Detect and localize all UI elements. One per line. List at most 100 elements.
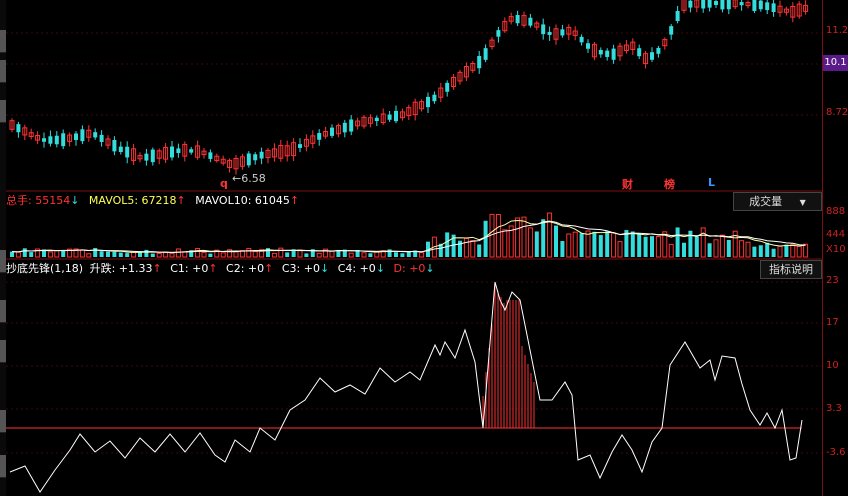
left-tab[interactable] (0, 300, 6, 323)
candle-body-up (508, 16, 514, 22)
candle-body-down (675, 10, 680, 22)
candle-body-up (227, 159, 233, 169)
volume-bar-down (29, 252, 34, 257)
volume-bar-up (547, 212, 553, 258)
volume-bar-up (323, 248, 329, 258)
c2-up-arrow: ↑ (264, 262, 274, 275)
volume-bar-up (220, 252, 226, 258)
candle-body-up (163, 146, 169, 160)
volume-bar-down (458, 240, 462, 257)
volume-bar-up (79, 249, 85, 258)
volume-bar-down (368, 253, 373, 257)
volume-bar-up (86, 253, 92, 258)
event-tag-cai[interactable]: 财 (622, 178, 633, 191)
volume-indicator-dropdown[interactable]: 成交量 ▼ (733, 192, 822, 211)
candle-body-up (790, 5, 796, 18)
volume-bar-down (342, 249, 347, 257)
volume-bar-down (304, 253, 309, 257)
volume-bar-up (47, 251, 53, 258)
c4-down-arrow: ↓ (375, 262, 386, 275)
volume-bar-down (451, 234, 456, 257)
candle-body-down (611, 48, 616, 60)
candle-body-down (477, 55, 482, 69)
candle-body-up (591, 43, 597, 58)
volume-bar-up (668, 243, 674, 258)
event-tag-bang[interactable]: 榜 (664, 178, 675, 191)
volume-bar-down (413, 250, 418, 257)
volume-bar-down (144, 249, 149, 257)
left-tab[interactable] (0, 340, 6, 363)
candle-body-up (406, 107, 412, 117)
candle-body-down (150, 149, 155, 163)
volume-bar-down (675, 227, 680, 257)
left-tab[interactable] (0, 60, 6, 83)
indicator-c2-label: C2: +0 (226, 262, 265, 275)
volume-bar-down (560, 241, 565, 257)
candle-body-down (118, 146, 123, 153)
candle-body-down (208, 152, 213, 159)
candle-body-up (220, 158, 226, 164)
left-tab[interactable] (0, 455, 6, 478)
volume-bar-down (688, 230, 693, 257)
candle-body-down (739, 2, 744, 6)
left-tab[interactable] (0, 250, 6, 273)
volume-bar-down (477, 244, 482, 257)
volume-bar-up (803, 243, 809, 258)
volume-bar-up (732, 230, 738, 258)
left-tab[interactable] (0, 30, 6, 53)
volume-bar-down (426, 241, 430, 257)
left-tab-strip (0, 0, 6, 496)
volume-bar-down (771, 248, 776, 257)
candle-body-up (233, 157, 239, 170)
volume-bar-down (310, 249, 315, 257)
volume-bar-down (682, 242, 686, 257)
volume-bar-down (285, 252, 290, 257)
candle-body-up (534, 22, 540, 28)
volume-bar-down (624, 230, 629, 257)
volume-bar-down (605, 231, 610, 257)
candle-body-up (553, 28, 559, 40)
volume-bar-down (336, 249, 341, 257)
candle-body-up (489, 39, 495, 48)
volume-bar-up (713, 239, 719, 258)
volume-bar-up (131, 251, 137, 258)
volume-bar-down (10, 251, 14, 257)
candle-body-up (662, 39, 668, 47)
indicator-help-button[interactable]: 指标说明 (760, 260, 822, 279)
volume-bar-down (694, 236, 699, 257)
volume-bar-up (348, 252, 354, 258)
event-tag-l[interactable]: L (708, 176, 716, 189)
indicator-c4-label: C4: +0 (337, 262, 376, 275)
candle-body-up (291, 142, 297, 157)
candle-body-up (630, 41, 636, 50)
candle-body-down (547, 31, 552, 35)
candle-body-down (432, 94, 437, 102)
volume-bar-down (438, 243, 443, 257)
candle-body-down (189, 149, 194, 153)
candle-body-up (572, 30, 578, 36)
candle-body-up (566, 26, 572, 35)
volume-bar-up (195, 248, 201, 258)
current-price-badge: 10.1 (823, 55, 848, 71)
candle-body-up (783, 8, 789, 13)
candle-body-down (99, 134, 104, 143)
candle-body-up (451, 76, 457, 88)
volume-bar-up (655, 236, 661, 258)
left-tab[interactable] (0, 100, 6, 123)
indicator-axis-label: 17 (826, 317, 839, 328)
mavol10-up-arrow: ↑ (289, 194, 300, 207)
volume-axis-label: 888 (826, 206, 846, 217)
candle-body-up (195, 145, 201, 158)
indicator-c3-label: C3: +0 (281, 262, 320, 275)
left-tab[interactable] (0, 410, 6, 433)
volume-bar-down (598, 235, 603, 257)
candle-body-up (335, 125, 341, 135)
candle-body-down (317, 133, 322, 140)
candle-body-down (54, 135, 59, 145)
volume-bar-up (227, 249, 233, 258)
volume-bar-up (201, 252, 207, 258)
candle-body-up (182, 143, 188, 157)
volume-bar-up (796, 245, 802, 258)
volume-axis-label: X10 (826, 244, 846, 255)
